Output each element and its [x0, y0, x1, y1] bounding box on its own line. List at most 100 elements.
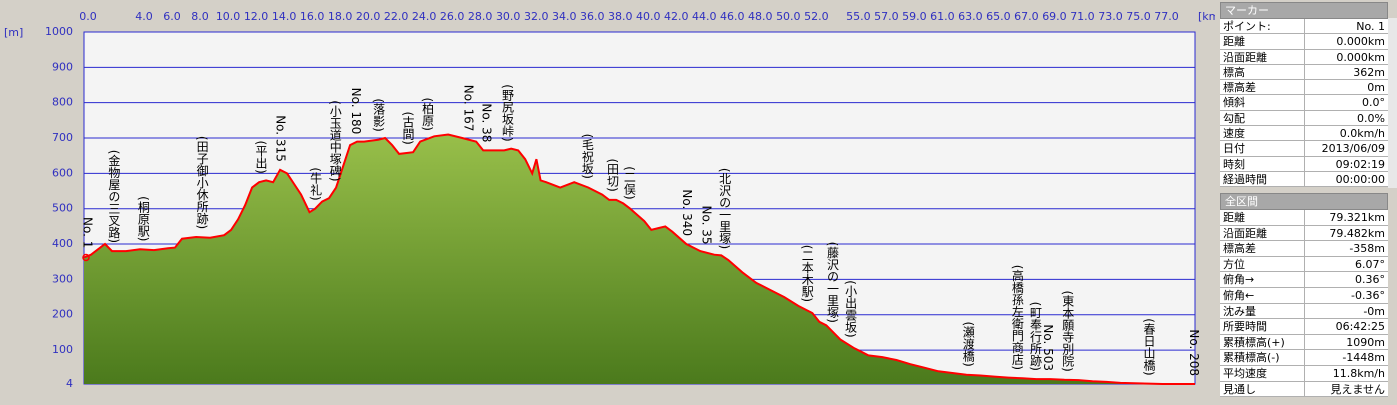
x-tick-label: 26.0	[440, 10, 465, 23]
field-label: 標高	[1220, 64, 1305, 80]
x-unit: [km]	[1198, 10, 1215, 23]
x-tick-label: 38.0	[608, 10, 633, 23]
y-tick-label: 800	[52, 96, 73, 109]
panel-row: 日付 2013/06/09	[1220, 141, 1388, 157]
x-tick-label: 32.0	[524, 10, 549, 23]
y-tick-label: 400	[52, 237, 73, 250]
x-tick-label: 69.0	[1042, 10, 1067, 23]
x-tick-label: 75.0	[1126, 10, 1151, 23]
annotation: (平出)	[254, 140, 268, 173]
annotation: No. 208	[1187, 329, 1201, 376]
x-tick-label: 40.0	[636, 10, 661, 23]
x-tick-label: 65.0	[986, 10, 1011, 23]
y-tick-label: 200	[52, 308, 73, 321]
annotation: (金物屋の三叉路)	[107, 150, 121, 243]
panel-row: 標高 362m	[1220, 64, 1388, 81]
x-tick-label: 63.0	[958, 10, 983, 23]
x-tick-label: 73.0	[1098, 10, 1123, 23]
field-value: 09:02:19	[1335, 157, 1385, 171]
field-value: 0.0%	[1357, 111, 1385, 125]
annotation: No. 38	[479, 103, 493, 142]
x-tick-label: 61.0	[930, 10, 955, 23]
y-unit: [m]	[4, 26, 23, 39]
field-label: 標高差	[1220, 80, 1305, 95]
x-tick-label: 20.0	[356, 10, 381, 23]
panel-row: 経過時間 00:00:00	[1220, 171, 1388, 188]
annotation: (町奉行所跡)	[1029, 302, 1043, 371]
panel-row: 平均速度 11.8km/h	[1220, 365, 1388, 382]
y-tick-label: 1000	[45, 25, 73, 38]
panel-row: 標高差 -358m	[1220, 241, 1388, 257]
y-tick-label: 600	[52, 166, 73, 179]
panel-row: 見通し 見えません	[1220, 381, 1388, 398]
annotation: (高橋孫左衛門商店)	[1010, 265, 1024, 370]
y-tick-label: 100	[52, 343, 73, 356]
field-label: 距離	[1220, 210, 1305, 225]
annotation: (古間)	[401, 111, 415, 144]
x-tick-label: 4.0	[135, 10, 153, 23]
annotation: (東本願寺別院)	[1061, 290, 1075, 371]
panel-row: 俯角← -0.36°	[1220, 287, 1388, 304]
field-value: 0.0°	[1362, 96, 1385, 110]
field-value: -1448m	[1342, 351, 1385, 365]
field-label: 平均速度	[1220, 365, 1305, 381]
field-value: 0.000km	[1336, 35, 1385, 49]
x-tick-label: 22.0	[384, 10, 409, 23]
x-tick-label: 28.0	[468, 10, 493, 23]
field-label: 俯角→	[1220, 272, 1305, 287]
field-label: 所要時間	[1220, 319, 1305, 334]
annotation: (牛礼)	[309, 167, 323, 200]
field-label: 標高差	[1220, 241, 1305, 256]
annotation: (田子御小休所跡)	[195, 136, 209, 229]
field-value: 11.8km/h	[1332, 366, 1385, 380]
panel-row: 距離 0.000km	[1220, 34, 1388, 50]
x-tick-label: 50.0	[776, 10, 801, 23]
annotation: No. 340	[680, 189, 694, 236]
x-tick-label: 30.0	[496, 10, 521, 23]
x-tick-label: 44.0	[692, 10, 717, 23]
y-tick-label: 700	[52, 131, 73, 144]
panel-row: 所要時間 06:42:25	[1220, 319, 1388, 335]
x-tick-label: 77.0	[1154, 10, 1179, 23]
panel-row: 沿面距離 79.482km	[1220, 225, 1388, 242]
annotation: (田切)	[606, 158, 620, 191]
annotation: No. 180	[349, 88, 363, 135]
field-value: 2013/06/09	[1321, 142, 1385, 156]
field-value: -358m	[1349, 242, 1385, 256]
x-tick-label: 12.0	[244, 10, 269, 23]
field-label: 距離	[1220, 34, 1305, 49]
panel-row: 勾配 0.0%	[1220, 110, 1388, 127]
panel-row: 距離 79.321km	[1220, 210, 1388, 226]
x-tick-label: 42.0	[664, 10, 689, 23]
annotation: No. 315	[274, 115, 288, 162]
panel-row: 速度 0.0km/h	[1220, 126, 1388, 142]
panel-row: 標高差 0m	[1220, 80, 1388, 96]
annotation: No. 167	[461, 85, 475, 132]
field-label: 時刻	[1220, 156, 1305, 171]
x-tick-label: 57.0	[874, 10, 899, 23]
x-tick-label: 8.0	[191, 10, 209, 23]
x-tick-label: 34.0	[552, 10, 577, 23]
annotation: (柏原)	[421, 98, 435, 131]
field-value: 見えません	[1330, 382, 1385, 396]
panel-header: マーカー	[1220, 2, 1388, 19]
y-tick-label: 4	[66, 377, 73, 390]
panel-row: 累積標高(-) -1448m	[1220, 350, 1388, 366]
panel-row: 俯角→ 0.36°	[1220, 272, 1388, 288]
annotation: (春日山橋)	[1142, 318, 1156, 375]
annotation: (毛祝坂)	[580, 134, 594, 179]
annotation: (桐原駅)	[136, 196, 150, 241]
field-value: 79.482km	[1329, 226, 1385, 240]
field-label: 勾配	[1220, 110, 1305, 126]
scrollbar	[1388, 18, 1397, 188]
field-label: 沿面距離	[1220, 49, 1305, 64]
annotation: (二本木駅)	[800, 245, 814, 302]
x-tick-label: 18.0	[328, 10, 353, 23]
x-tick-label: 67.0	[1014, 10, 1039, 23]
panel-row: 方位 6.07°	[1220, 256, 1388, 273]
annotation: No. 503	[1041, 324, 1055, 371]
field-label: 日付	[1220, 141, 1305, 156]
field-value: 0.000km	[1336, 50, 1385, 64]
annotation: (二俣)	[622, 166, 636, 199]
x-tick-label: 36.0	[580, 10, 605, 23]
